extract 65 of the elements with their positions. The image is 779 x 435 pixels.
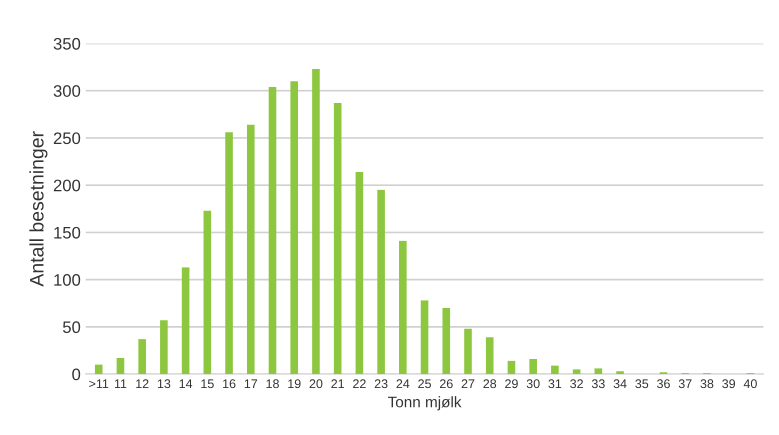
bar xyxy=(356,172,364,374)
x-tick-label: 22 xyxy=(353,379,366,388)
x-tick-label: 39 xyxy=(722,379,736,388)
x-axis-title: Tonn mjølk xyxy=(388,396,462,410)
x-tick-label: 16 xyxy=(223,379,236,388)
x-tick-label: 27 xyxy=(462,379,474,388)
bar xyxy=(116,358,124,374)
bar xyxy=(312,69,320,374)
bar xyxy=(290,81,298,374)
x-tick-label: 40 xyxy=(744,379,757,388)
bar xyxy=(204,210,212,374)
bar xyxy=(529,358,537,374)
bar xyxy=(94,364,103,374)
x-tick-label: >11 xyxy=(89,379,108,388)
bar xyxy=(486,337,494,374)
y-tick-label: 0 xyxy=(72,368,80,380)
x-tick-label: 12 xyxy=(136,379,148,388)
bar xyxy=(334,103,342,374)
x-tick-label: 26 xyxy=(440,379,453,388)
x-tick-label: 21 xyxy=(331,379,344,388)
x-tick-label: 14 xyxy=(180,379,192,388)
x-tick-label: 33 xyxy=(592,379,605,388)
x-tick-label: 13 xyxy=(158,379,170,388)
bar xyxy=(182,267,190,374)
x-tick-label: 28 xyxy=(483,379,496,388)
bar xyxy=(138,339,146,374)
x-tick-label: 15 xyxy=(201,379,214,388)
x-tick-label: 23 xyxy=(374,379,388,388)
x-tick-label: 36 xyxy=(657,379,670,388)
x-tick-label: 35 xyxy=(635,379,648,388)
bar xyxy=(246,124,255,374)
x-tick-label: 25 xyxy=(418,379,431,388)
bar xyxy=(420,300,428,374)
x-tick-label: 37 xyxy=(678,379,692,388)
bar xyxy=(399,240,407,374)
bar xyxy=(464,328,472,374)
x-tick-label: 20 xyxy=(310,379,322,388)
y-tick-label: 200 xyxy=(54,180,80,192)
x-tick-label: 17 xyxy=(244,379,258,388)
x-tick-label: 18 xyxy=(266,379,279,388)
bar xyxy=(551,366,559,374)
bar xyxy=(160,320,168,374)
x-tick-label: 24 xyxy=(396,379,410,388)
y-tick-label: 150 xyxy=(54,226,80,239)
x-tick-label: 34 xyxy=(614,379,627,388)
bar xyxy=(225,132,233,374)
x-tick-label: 19 xyxy=(288,379,301,388)
y-tick-label: 250 xyxy=(54,132,80,144)
bar xyxy=(572,369,580,374)
x-tick-label: 30 xyxy=(526,379,540,388)
bar xyxy=(268,86,276,374)
y-tick-label: 300 xyxy=(54,85,80,97)
x-tick-label: 32 xyxy=(570,379,583,388)
y-tick-label: 100 xyxy=(54,274,80,286)
y-axis-title: Antall besetninger xyxy=(29,131,48,287)
x-tick-label: 11 xyxy=(114,379,126,388)
bar xyxy=(594,368,602,374)
x-tick-label: 31 xyxy=(548,379,562,388)
bar xyxy=(377,190,385,374)
bar xyxy=(508,360,516,374)
bar xyxy=(442,308,450,374)
y-tick-label: 350 xyxy=(54,38,80,50)
x-tick-label: 29 xyxy=(505,379,518,388)
y-tick-label: 50 xyxy=(62,321,80,334)
x-tick-label: 38 xyxy=(700,379,714,388)
